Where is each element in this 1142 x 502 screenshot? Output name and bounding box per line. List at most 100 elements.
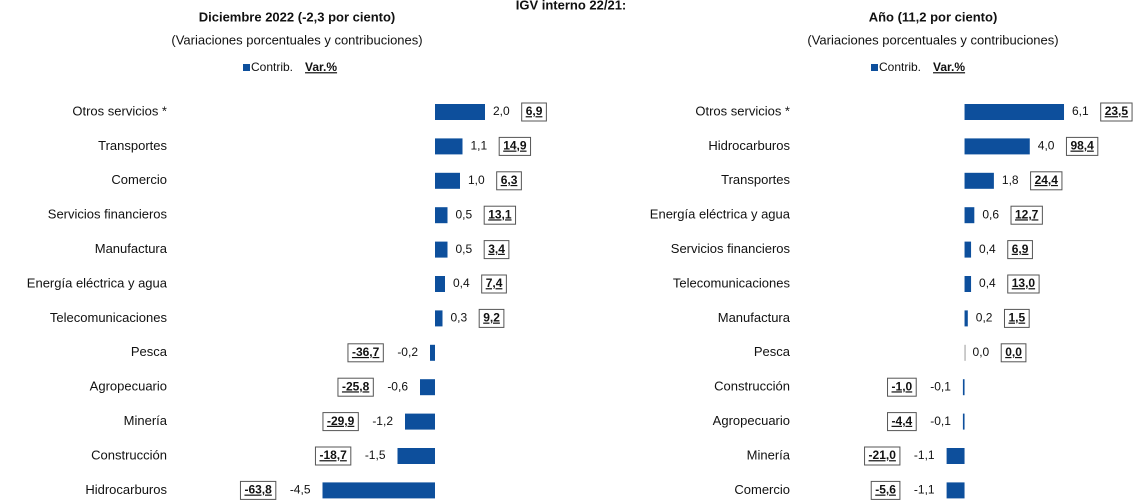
- var-box: [1007, 240, 1033, 260]
- bar: [964, 276, 972, 292]
- var-label: 6,9: [1012, 242, 1029, 256]
- var-box: [887, 412, 917, 432]
- category-label: Transportes: [721, 172, 790, 187]
- var-label: 12,7: [1015, 207, 1039, 221]
- bar: [964, 207, 975, 224]
- chart-subtitle: (Variaciones porcentuales y contribucion…: [171, 32, 422, 47]
- contrib-label: -4,5: [290, 483, 311, 497]
- legend-marker: [871, 64, 878, 71]
- var-box: [864, 446, 901, 466]
- contrib-label: 0,4: [453, 276, 470, 290]
- var-label: 1,5: [1008, 311, 1025, 325]
- category-label: Servicios financieros: [48, 207, 168, 222]
- category-label: Comercio: [734, 482, 790, 497]
- category-label: Pesca: [131, 344, 168, 359]
- var-label: 14,9: [503, 139, 527, 153]
- bar: [405, 413, 435, 430]
- contrib-label: -1,5: [365, 448, 386, 462]
- bar: [435, 276, 445, 292]
- category-label: Comercio: [111, 172, 167, 187]
- contrib-label: 1,1: [471, 139, 488, 153]
- contrib-label: 4,0: [1038, 139, 1055, 153]
- var-label: -63,8: [244, 483, 272, 497]
- var-label: 13,0: [1012, 276, 1036, 290]
- contrib-label: -0,1: [930, 414, 951, 428]
- var-box: [347, 343, 384, 363]
- page-title: IGV interno 22/21:: [516, 0, 627, 12]
- category-label: Transportes: [98, 138, 167, 153]
- var-label: 0,0: [1005, 345, 1022, 359]
- bar: [322, 482, 435, 499]
- var-box: [870, 480, 901, 500]
- bar: [397, 448, 435, 464]
- var-box: [1007, 274, 1040, 294]
- var-box: [337, 377, 374, 397]
- category-label: Minería: [747, 447, 791, 462]
- var-box: [478, 308, 505, 328]
- chart-subtitle: (Variaciones porcentuales y contribucion…: [807, 32, 1058, 47]
- category-label: Hidrocarburos: [708, 138, 790, 153]
- legend-label: Var.%: [305, 60, 337, 74]
- var-label: -4,4: [892, 414, 913, 428]
- bar: [964, 138, 1030, 155]
- category-label: Manufactura: [718, 310, 791, 325]
- contrib-label: 0,2: [976, 311, 993, 325]
- contrib-label: 2,0: [493, 104, 510, 118]
- bar: [964, 104, 1065, 120]
- bar: [964, 344, 966, 361]
- bar: [964, 241, 972, 258]
- bar: [964, 172, 994, 189]
- var-box: [887, 377, 917, 397]
- category-label: Pesca: [754, 344, 791, 359]
- var-box: [483, 240, 510, 260]
- bar: [964, 310, 968, 327]
- var-box: [1065, 136, 1099, 156]
- bar: [435, 241, 448, 258]
- bar: [435, 138, 463, 155]
- legend-label: Var.%: [933, 60, 965, 74]
- category-label: Energía eléctrica y agua: [27, 275, 168, 290]
- contrib-label: -1,1: [914, 483, 935, 497]
- bar: [962, 413, 965, 430]
- contrib-label: 0,0: [973, 345, 990, 359]
- category-label: Hidrocarburos: [85, 482, 167, 497]
- var-label: 3,4: [488, 242, 505, 256]
- category-label: Telecomunicaciones: [673, 275, 791, 290]
- bar: [420, 379, 435, 396]
- contrib-label: 1,8: [1002, 173, 1019, 187]
- var-box: [322, 412, 359, 432]
- var-label: -21,0: [869, 448, 897, 462]
- contrib-label: 0,5: [456, 207, 473, 221]
- var-label: 98,4: [1070, 139, 1094, 153]
- contrib-label: -0,1: [930, 379, 951, 393]
- bar: [435, 310, 443, 327]
- category-label: Otros servicios *: [72, 103, 167, 118]
- legend-label: Contrib.: [251, 60, 293, 74]
- bar: [946, 482, 965, 499]
- var-label: -25,8: [342, 379, 370, 393]
- category-label: Agropecuario: [713, 413, 790, 428]
- legend-label: Contrib.: [879, 60, 921, 74]
- chart-title: Diciembre 2022 (-2,3 por ciento): [199, 9, 396, 24]
- var-label: 9,2: [483, 311, 500, 325]
- contrib-label: 0,5: [456, 242, 473, 256]
- contrib-label: -1,1: [914, 448, 935, 462]
- chart-title: Año (11,2 por ciento): [869, 9, 998, 24]
- var-label: 6,3: [501, 173, 518, 187]
- var-box: [1003, 308, 1030, 328]
- contrib-label: -1,2: [372, 414, 393, 428]
- var-box: [483, 205, 517, 225]
- var-label: -5,6: [875, 483, 896, 497]
- var-label: 7,4: [486, 276, 503, 290]
- category-label: Minería: [124, 413, 168, 428]
- var-box: [496, 171, 522, 191]
- bar: [946, 448, 965, 464]
- legend-marker: [243, 64, 250, 71]
- category-label: Energía eléctrica y agua: [650, 207, 791, 222]
- var-label: 6,9: [526, 104, 543, 118]
- var-label: 24,4: [1035, 173, 1059, 187]
- category-label: Servicios financieros: [671, 241, 791, 256]
- var-box: [521, 102, 547, 122]
- category-label: Construcción: [714, 379, 790, 394]
